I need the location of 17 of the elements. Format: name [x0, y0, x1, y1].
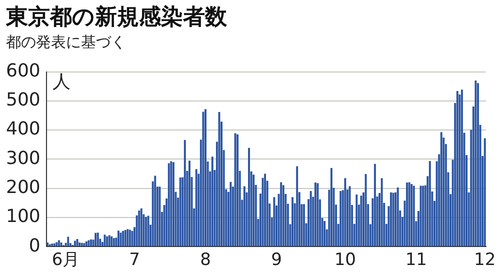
y-tick-label: 600: [6, 60, 40, 82]
chart-title: 東京都の新規感染者数: [6, 4, 227, 32]
y-tick-label: 500: [6, 90, 40, 111]
x-tick-label: 9: [271, 250, 282, 270]
x-tick-label: 11: [405, 250, 427, 270]
x-tick-label: 10: [334, 250, 356, 270]
x-tick-label: 6月: [52, 250, 80, 270]
y-tick-label: 100: [6, 206, 40, 228]
x-tick-label: 7: [129, 250, 140, 270]
y-tick-label: 200: [6, 177, 40, 198]
x-tick-label: 12: [474, 250, 496, 270]
y-tick-label: 0: [28, 235, 40, 256]
x-tick-label: 8: [200, 250, 211, 270]
y-tick-label: 400: [6, 118, 40, 140]
chart-subtitle: 都の発表に基づく: [6, 33, 126, 52]
y-axis-title: 人: [52, 71, 70, 92]
y-tick-label: 300: [6, 148, 40, 169]
